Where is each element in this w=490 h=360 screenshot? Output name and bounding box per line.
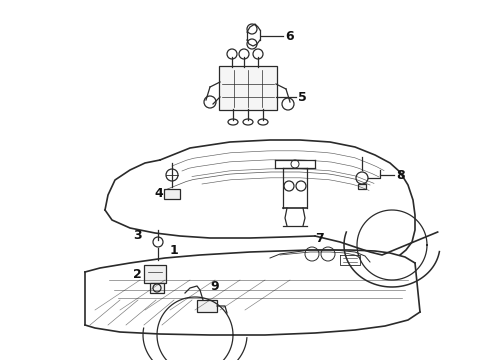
Bar [197, 300, 217, 312]
Text: 4: 4 [154, 186, 163, 199]
Bar [150, 283, 164, 293]
Text: 7: 7 [315, 231, 324, 244]
Text: 6: 6 [285, 30, 294, 42]
Text: 1: 1 [170, 243, 179, 257]
Bar [164, 189, 180, 199]
Text: 8: 8 [396, 168, 405, 181]
Text: 5: 5 [298, 90, 307, 104]
Text: 9: 9 [210, 279, 219, 292]
Text: 3: 3 [133, 229, 142, 242]
Text: 2: 2 [133, 267, 142, 280]
Bar [144, 265, 166, 283]
FancyBboxPatch shape [219, 66, 277, 110]
Bar [358, 184, 366, 189]
